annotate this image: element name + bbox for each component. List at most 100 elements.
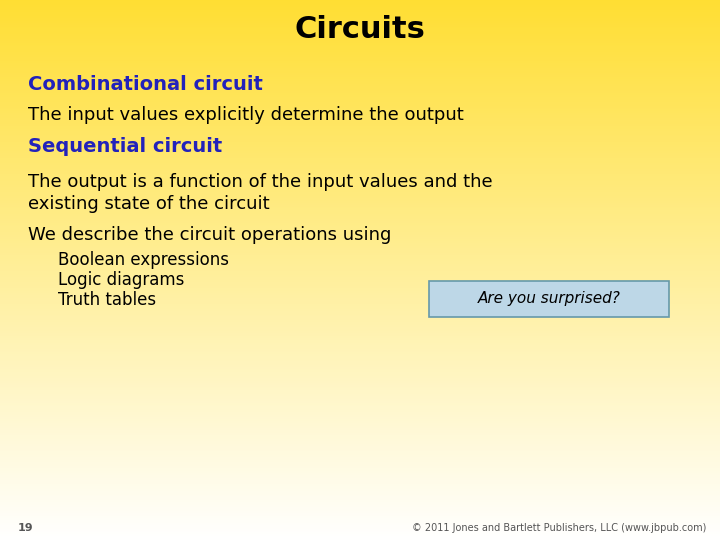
Bar: [0, 233, 720, 236]
Bar: [0, 511, 720, 513]
Bar: [0, 390, 720, 393]
Bar: [0, 295, 720, 297]
Bar: [0, 345, 720, 347]
Bar: [0, 502, 720, 504]
Bar: [0, 480, 720, 482]
Bar: [0, 322, 720, 324]
Bar: [0, 293, 720, 295]
Bar: [0, 235, 720, 238]
Bar: [0, 17, 720, 20]
Bar: [0, 334, 720, 336]
Bar: [0, 194, 720, 196]
Bar: [0, 228, 720, 231]
Bar: [0, 376, 720, 378]
Bar: [0, 350, 720, 353]
Bar: [0, 163, 720, 166]
Bar: [0, 255, 720, 258]
Bar: [0, 280, 720, 282]
Bar: [0, 266, 720, 268]
Bar: [0, 523, 720, 525]
Bar: [0, 313, 720, 315]
Bar: [0, 406, 720, 409]
Bar: [0, 141, 720, 144]
Bar: [0, 457, 720, 459]
Bar: [0, 71, 720, 74]
Bar: [0, 329, 720, 331]
Bar: [0, 86, 720, 88]
Bar: [0, 178, 720, 180]
Bar: [0, 144, 720, 146]
Bar: [0, 90, 720, 92]
Bar: [0, 70, 720, 72]
Bar: [0, 161, 720, 164]
Bar: [0, 242, 720, 245]
Bar: [0, 509, 720, 511]
Bar: [0, 446, 720, 448]
Bar: [0, 198, 720, 200]
Bar: [0, 357, 720, 360]
Bar: [0, 276, 720, 279]
Bar: [0, 3, 720, 5]
Bar: [0, 80, 720, 83]
Bar: [0, 246, 720, 248]
Bar: [0, 14, 720, 16]
Bar: [0, 449, 720, 452]
Bar: [0, 131, 720, 133]
Bar: [0, 484, 720, 486]
Bar: [0, 336, 720, 339]
Bar: [0, 482, 720, 484]
Bar: [0, 415, 720, 417]
Bar: [0, 37, 720, 39]
Bar: [0, 379, 720, 382]
Bar: [0, 441, 720, 443]
Bar: [0, 26, 720, 29]
Bar: [0, 97, 720, 99]
Bar: [0, 232, 720, 234]
Bar: [0, 53, 720, 56]
Bar: [0, 374, 720, 376]
Bar: [0, 503, 720, 506]
Bar: [0, 395, 720, 398]
Bar: [0, 107, 720, 110]
Bar: [0, 437, 720, 439]
Bar: [0, 489, 720, 491]
Bar: [0, 214, 720, 216]
Text: Circuits: Circuits: [294, 16, 426, 44]
Bar: [0, 392, 720, 394]
Bar: [0, 154, 720, 157]
Bar: [0, 199, 720, 201]
Bar: [0, 365, 720, 367]
Bar: [0, 316, 720, 319]
Bar: [0, 538, 720, 540]
Bar: [0, 225, 720, 227]
Bar: [0, 286, 720, 288]
Bar: [0, 118, 720, 120]
Bar: [0, 125, 720, 128]
Bar: [0, 327, 720, 329]
Bar: [0, 10, 720, 12]
Bar: [0, 269, 720, 272]
Bar: [0, 206, 720, 209]
Bar: [0, 195, 720, 198]
Bar: [0, 314, 720, 317]
Bar: [0, 46, 720, 49]
Text: © 2011 Jones and Bartlett Publishers, LLC (www.jbpub.com): © 2011 Jones and Bartlett Publishers, LL…: [412, 523, 706, 533]
Text: Logic diagrams: Logic diagrams: [58, 271, 184, 289]
Bar: [0, 192, 720, 194]
Bar: [0, 21, 720, 23]
Bar: [0, 219, 720, 221]
Bar: [0, 411, 720, 414]
Bar: [0, 354, 720, 356]
Bar: [0, 64, 720, 66]
Text: Boolean expressions: Boolean expressions: [58, 251, 229, 269]
Bar: [0, 300, 720, 302]
Bar: [0, 438, 720, 441]
Bar: [0, 77, 720, 79]
Bar: [0, 205, 720, 207]
Bar: [0, 66, 720, 69]
Bar: [0, 136, 720, 139]
Bar: [0, 244, 720, 247]
Bar: [0, 259, 720, 261]
FancyBboxPatch shape: [429, 281, 669, 317]
Text: The input values explicitly determine the output: The input values explicitly determine th…: [28, 106, 464, 124]
